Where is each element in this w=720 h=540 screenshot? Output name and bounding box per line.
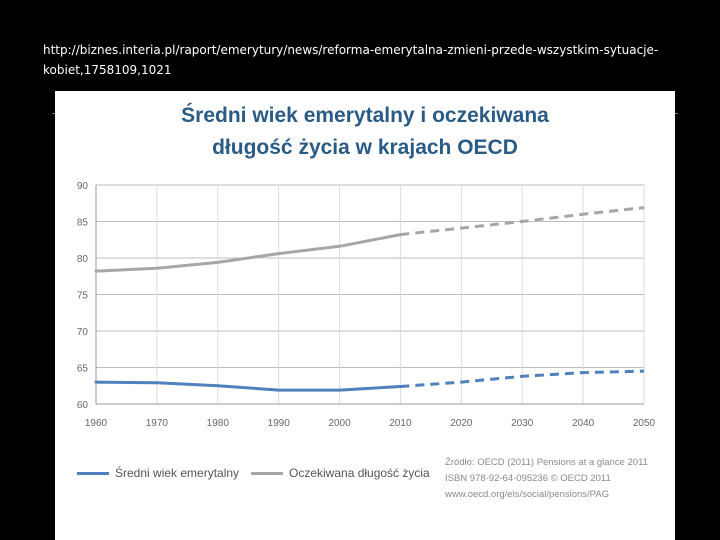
x-tick-label-1970: 1970	[146, 418, 169, 429]
series-0-line-forecast	[400, 369, 645, 388]
x-tick-label-2020: 2020	[450, 418, 473, 429]
y-tick-label-70: 70	[77, 327, 89, 338]
y-tick-label-60: 60	[77, 400, 89, 411]
legend-label-retirement-age: Średni wiek emerytalny	[115, 466, 240, 480]
legend-swatch-life-expectancy	[251, 471, 283, 475]
x-tick-label-2050: 2050	[633, 418, 656, 429]
x-tick-label-2000: 2000	[328, 418, 351, 429]
line-chart: 60 65 70 75 80 85 90 1960 1970 1980 1990 2000 2010 20…	[77, 181, 656, 429]
chart-title-line1: Średni wiek emerytalny i oczekiwana	[181, 104, 549, 127]
y-tick-label-65: 65	[77, 364, 89, 375]
x-tick-label-2040: 2040	[572, 418, 595, 429]
y-tick-label-90: 90	[77, 181, 89, 192]
y-tick-label-85: 85	[77, 218, 89, 229]
chart-source: Źródło: OECD (2011) Pensions at a glance…	[445, 455, 648, 503]
y-tick-label-80: 80	[77, 254, 89, 265]
series-1-line-actual	[94, 233, 402, 273]
chart-title-line2: długość życia w krajach OECD	[212, 136, 518, 159]
x-tick-label-1960: 1960	[85, 418, 108, 429]
x-tick-label-1980: 1980	[207, 418, 230, 429]
source-line-2: ISBN 978-92-64-095236 © OECD 2011	[445, 473, 611, 484]
series-0-line-actual	[94, 380, 402, 392]
source-url-text: http://biznes.interia.pl/raport/emerytur…	[43, 43, 659, 77]
legend-swatch-retirement-age	[77, 471, 109, 475]
chart-panel: Średni wiek emerytalny i oczekiwana dług…	[55, 91, 675, 540]
source-line-3: www.oecd.org/els/social/pensions/PAG	[445, 489, 610, 500]
x-tick-label-1990: 1990	[268, 418, 291, 429]
x-tick-label-2030: 2030	[511, 418, 534, 429]
chart-title: Średni wiek emerytalny i oczekiwana dług…	[55, 100, 675, 164]
legend-item-life-expectancy: Oczekiwana długość życia	[251, 466, 430, 480]
x-tick-label-2010: 2010	[389, 418, 412, 429]
y-tick-label-75: 75	[77, 291, 89, 302]
legend-item-retirement-age: Średni wiek emerytalny	[77, 466, 239, 480]
series-1-line-forecast	[400, 206, 645, 237]
legend-label-life-expectancy: Oczekiwana długość życia	[289, 466, 430, 480]
source-line-1: Źródło: OECD (2011) Pensions at a glance…	[445, 457, 648, 468]
